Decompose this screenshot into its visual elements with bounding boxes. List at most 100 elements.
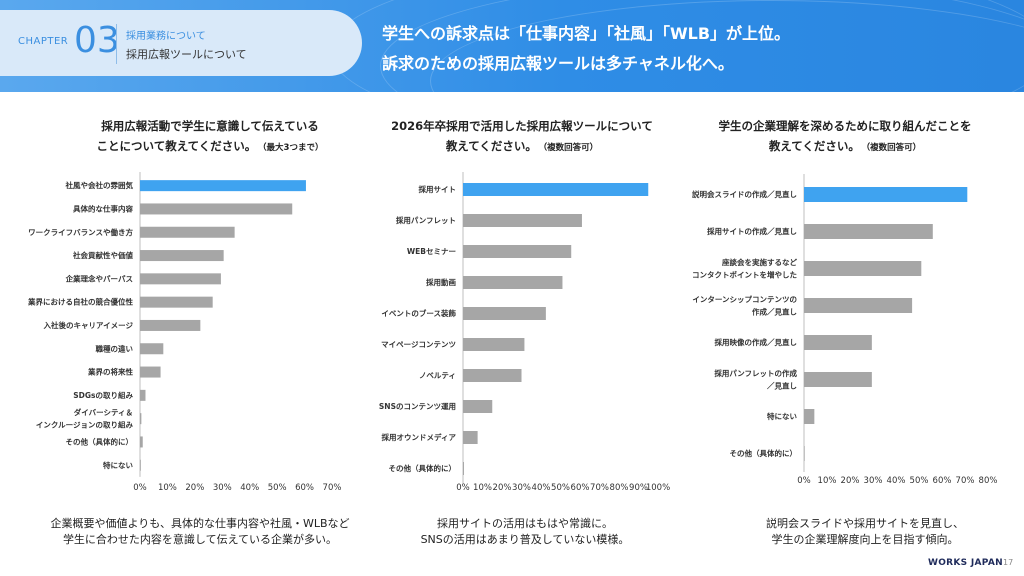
- panel-1-caption-line-1: 企業概要や価値よりも、具体的な仕事内容や社風・WLBなど: [50, 517, 350, 530]
- panel-1-title-note: （最大3つまで）: [262, 143, 324, 153]
- x-tick-label: 20%: [185, 483, 204, 493]
- panel-1-caption: 企業概要や価値よりも、具体的な仕事内容や社風・WLBなど 学生に合わせた内容を意…: [20, 516, 380, 548]
- x-tick-label: 70%: [590, 483, 609, 493]
- category-label: 座談会を実施するなどコンタクトポイントを増やした: [692, 257, 797, 280]
- category-label: ダイバーシティ＆インクルージョンの取り組み: [36, 407, 134, 430]
- x-tick-label: 40%: [532, 483, 551, 493]
- bar: [463, 276, 563, 289]
- category-label: ワークライフバランスや働き方: [28, 227, 133, 237]
- chapter-category: 採用業務について: [126, 31, 206, 42]
- bar: [804, 224, 933, 239]
- brand-logo: WORKS JAPAN: [928, 558, 1003, 568]
- bar: [804, 298, 913, 313]
- panel-2-title-line-2: 教えてください。: [445, 139, 537, 153]
- category-label: ノベルティ: [419, 371, 456, 380]
- panel-3-title-line-2: 教えてください。: [768, 139, 860, 153]
- bar: [140, 389, 146, 401]
- category-label: その他（具体的に）: [730, 448, 798, 458]
- x-tick-label: 30%: [213, 483, 232, 493]
- bar: [463, 462, 464, 475]
- panel-2-title-note: （複数回答可）: [542, 143, 599, 153]
- x-tick-label: 30%: [512, 483, 531, 493]
- category-label: WEBセミナー: [407, 247, 456, 256]
- category-label: 採用パンフレット: [396, 215, 456, 225]
- panel-2-title: 2026年卒採用で活用した採用広報ツールについて 教えてください。 （複数回答可）: [372, 116, 672, 158]
- category-label: 職種の違い: [96, 343, 134, 353]
- bar: [463, 369, 522, 382]
- category-label: 業界における自社の競合優位性: [27, 297, 133, 307]
- x-tick-label: 30%: [864, 476, 883, 486]
- bar: [463, 400, 493, 413]
- bar: [140, 180, 306, 192]
- category-label: その他（具体的に）: [389, 463, 457, 473]
- chapter-label: CHAPTER: [18, 36, 69, 47]
- bar: [463, 183, 649, 196]
- panel-1-caption-line-2: 学生に合わせた内容を意識して伝えている企業が多い。: [62, 533, 338, 546]
- category-label: マイページコンテンツ: [381, 340, 456, 349]
- category-label: 社会貢献性や価値: [72, 250, 133, 260]
- bar: [140, 459, 141, 471]
- bar: [140, 436, 143, 448]
- x-tick-label: 10%: [473, 483, 492, 493]
- category-label: 業界の将来性: [87, 367, 133, 377]
- category-label: イベントのブース装飾: [381, 308, 456, 318]
- panel-3-title: 学生の企業理解を深めるために取り組んだことを 教えてください。 （複数回答可）: [690, 116, 1000, 158]
- headline-line-2: 訴求のための採用広報ツールは多チャネル化へ。: [382, 54, 734, 73]
- header-banner: CHAPTER 03 採用業務について 採用広報ツールについて 学生への訴求点は…: [0, 0, 1024, 92]
- x-tick-label: 60%: [295, 483, 314, 493]
- panel-1-title-line-1: 採用広報活動で学生に意識して伝えている: [101, 119, 319, 133]
- bar: [140, 366, 161, 378]
- x-tick-label: 80%: [979, 476, 998, 486]
- x-tick-label: 90%: [629, 483, 648, 493]
- category-label: SDGsの取り組み: [73, 390, 133, 400]
- x-tick-label: 10%: [158, 483, 177, 493]
- bar: [140, 226, 235, 238]
- category-label: その他（具体的に）: [66, 436, 134, 446]
- bar: [140, 343, 164, 355]
- panel-3-caption-line-2: 学生の企業理解度向上を目指す傾向。: [771, 533, 959, 546]
- category-label: 採用映像の作成／見直し: [715, 337, 798, 347]
- category-label: 社風や会社の雰囲気: [65, 180, 134, 190]
- bar: [804, 446, 805, 461]
- chapter-number: 03: [74, 20, 120, 61]
- category-label: 採用オウンドメディア: [382, 432, 457, 442]
- bar: [140, 250, 224, 262]
- panel-2-caption-line-2: SNSの活用はあまり普及していない模様。: [420, 533, 630, 546]
- bar: [140, 319, 201, 331]
- panel-1-title: 採用広報活動で学生に意識して伝えている ことについて教えてください。 （最大3つま…: [20, 116, 400, 158]
- panel-1-title-line-2: ことについて教えてください。: [96, 139, 257, 153]
- x-tick-label: 0%: [133, 483, 147, 493]
- x-tick-label: 70%: [956, 476, 975, 486]
- x-tick-label: 20%: [493, 483, 512, 493]
- x-tick-label: 20%: [841, 476, 860, 486]
- bar: [804, 372, 872, 387]
- panel-2-caption-line-1: 採用サイトの活用はもはや常識に。: [437, 517, 613, 530]
- category-label: 採用サイト: [419, 184, 457, 194]
- category-label: 具体的な仕事内容: [73, 203, 133, 213]
- x-tick-label: 50%: [910, 476, 929, 486]
- x-tick-label: 50%: [268, 483, 287, 493]
- panel-3-caption-line-1: 説明会スライドや採用サイトを見直し、: [766, 517, 964, 530]
- x-tick-label: 40%: [240, 483, 259, 493]
- bar: [804, 187, 968, 202]
- chapter-pill: [0, 10, 362, 76]
- panel-3-caption: 説明会スライドや採用サイトを見直し、 学生の企業理解度向上を目指す傾向。: [730, 516, 1000, 548]
- x-tick-label: 70%: [323, 483, 342, 493]
- bar: [463, 245, 572, 258]
- category-label: 採用動画: [426, 277, 456, 287]
- panel-2-caption: 採用サイトの活用はもはや常識に。 SNSの活用はあまり普及していない模様。: [385, 516, 665, 548]
- bar: [463, 214, 582, 227]
- bar: [463, 431, 478, 444]
- chapter-divider: [116, 24, 117, 64]
- panel-3-title-line-1: 学生の企業理解を深めるために取り組んだことを: [718, 119, 972, 133]
- category-label: 説明会スライドの作成／見直し: [692, 189, 797, 199]
- category-label: 入社後のキャリアイメージ: [43, 320, 134, 330]
- chart-company-understanding: 説明会スライドの作成／見直し採用サイトの作成／見直し座談会を実施するなどコンタク…: [692, 174, 998, 486]
- panel-3-title-note: （複数回答可）: [865, 143, 922, 153]
- headline-line-1: 学生への訴求点は「仕事内容」「社風」「WLB」が上位。: [382, 24, 791, 43]
- x-tick-label: 50%: [551, 483, 570, 493]
- x-tick-label: 0%: [797, 476, 811, 486]
- bar: [804, 409, 815, 424]
- bar: [804, 261, 922, 276]
